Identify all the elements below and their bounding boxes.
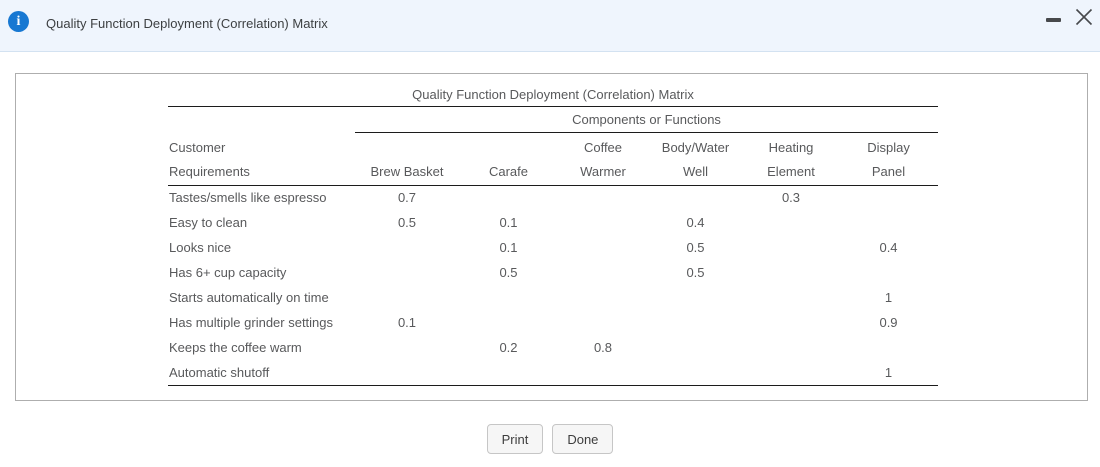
- qfd-matrix-table: Quality Function Deployment (Correlation…: [168, 83, 939, 386]
- matrix-cell: 0.2: [499, 340, 518, 355]
- matrix-cell: 0.9: [879, 315, 898, 330]
- close-icon: [1075, 8, 1093, 26]
- matrix-cell: [459, 310, 558, 335]
- matrix-cell: [648, 335, 743, 360]
- matrix-cell: [558, 310, 648, 335]
- matrix-cell: [558, 260, 648, 285]
- row-label: Keeps the coffee warm: [169, 340, 302, 355]
- matrix-cell: 0.5: [499, 265, 518, 280]
- info-icon-glyph: i: [16, 13, 21, 29]
- matrix-cell: [355, 260, 459, 285]
- matrix-cell: [558, 210, 648, 235]
- matrix-cell: [558, 285, 648, 310]
- matrix-cell: 1: [839, 360, 939, 386]
- matrix-row: Easy to clean 0.5 0.1 0.4: [168, 210, 938, 235]
- matrix-title: Quality Function Deployment (Correlation…: [168, 83, 939, 107]
- matrix-cell: [558, 360, 648, 386]
- done-button[interactable]: Done: [552, 424, 614, 454]
- matrix-row: Looks nice 0.1 0.5 0.4: [168, 235, 938, 260]
- matrix-cell: 0.5: [686, 265, 705, 280]
- matrix-cell: 1: [884, 290, 893, 305]
- matrix-cell: 0.1: [499, 215, 518, 230]
- footer-actions: Print Done: [0, 424, 1100, 454]
- col-header-body-water-well-line1: Body/Water: [661, 140, 730, 155]
- matrix-cell: 0.1: [397, 315, 417, 330]
- close-button[interactable]: [1072, 5, 1096, 29]
- matrix-row: Has 6+ cup capacity 0.5 0.5: [168, 260, 938, 285]
- matrix-cell: 0.4: [686, 215, 705, 230]
- minimize-button[interactable]: [1041, 12, 1065, 28]
- row-header-line2: Requirements: [168, 158, 355, 186]
- matrix-row: Keeps the coffee warm 0.2 0.8: [168, 335, 938, 360]
- matrix-cell: [743, 260, 839, 285]
- matrix-cell: [558, 185, 648, 210]
- row-label: Has 6+ cup capacity: [169, 265, 287, 280]
- col-header-coffee-warmer-line1: Coffee: [583, 140, 623, 155]
- matrix-cell: [558, 235, 648, 260]
- col-header-coffee-warmer: Warmer: [558, 158, 648, 186]
- matrix-cell: [648, 185, 743, 210]
- matrix-cell: [355, 335, 459, 360]
- matrix-cell: [743, 335, 839, 360]
- row-header-line1: Customer: [169, 140, 226, 155]
- matrix-cell: 0.3: [781, 190, 801, 206]
- matrix-cell: 0.1: [499, 240, 518, 255]
- matrix-cell: [743, 310, 839, 335]
- matrix-row: Has multiple grinder settings 0.1 0.9: [168, 310, 938, 335]
- print-button[interactable]: Print: [486, 424, 544, 454]
- matrix-cell: [839, 335, 938, 360]
- col-header-heating-element: Element: [743, 158, 839, 186]
- matrix-cell: [743, 285, 839, 310]
- col-header-brew-basket: Brew Basket: [355, 158, 459, 186]
- matrix-cell: 0.8: [593, 340, 613, 355]
- row-label: Looks nice: [169, 240, 232, 255]
- components-group-header: Components or Functions: [355, 106, 939, 133]
- matrix-cell: [355, 360, 459, 386]
- matrix-cell: 0.5: [686, 240, 705, 255]
- row-label: Easy to clean: [169, 215, 248, 230]
- matrix-cell: [355, 285, 459, 310]
- col-header-display-panel-line1: Display: [867, 140, 910, 155]
- row-label: Starts automatically on time: [169, 290, 329, 305]
- matrix-row: Starts automatically on time 1: [168, 285, 938, 310]
- row-label: Tastes/smells like espresso: [169, 190, 327, 206]
- matrix-cell: [459, 185, 558, 210]
- row-label: Automatic shutoff: [168, 360, 355, 386]
- matrix-cell: 0.4: [879, 240, 898, 255]
- matrix-cell: [839, 210, 938, 235]
- matrix-cell: [743, 210, 839, 235]
- col-header-carafe-line1: [459, 132, 558, 158]
- matrix-cell: [839, 185, 938, 210]
- matrix-row: Tastes/smells like espresso 0.7 0.3: [168, 185, 938, 210]
- row-label: Has multiple grinder settings: [169, 315, 334, 330]
- minimize-icon: [1045, 18, 1061, 22]
- col-header-body-water-well: Well: [648, 158, 743, 186]
- matrix-panel: Quality Function Deployment (Correlation…: [15, 73, 1088, 401]
- matrix-row: Automatic shutoff 1: [168, 360, 939, 386]
- matrix-cell: [355, 235, 459, 260]
- dialog-title: Quality Function Deployment (Correlation…: [46, 16, 328, 31]
- info-icon: i: [8, 11, 29, 32]
- matrix-cell: [648, 360, 743, 386]
- matrix-cell: 0.7: [397, 190, 417, 206]
- matrix-cell: [648, 285, 743, 310]
- dialog-titlebar: i Quality Function Deployment (Correlati…: [0, 0, 1100, 52]
- matrix-cell: [839, 260, 938, 285]
- col-header-carafe: Carafe: [459, 158, 558, 186]
- matrix-cell: [648, 310, 743, 335]
- matrix-cell: 0.5: [397, 215, 417, 230]
- matrix-cell: [459, 360, 558, 386]
- col-header-display-panel: Panel: [839, 158, 939, 186]
- col-header-heating-element-line1: Heating: [768, 140, 814, 155]
- group-header-spacer: [168, 106, 355, 132]
- matrix-cell: [459, 285, 558, 310]
- matrix-cell: [743, 360, 839, 386]
- matrix-cell: [743, 235, 839, 260]
- col-header-brew-basket-line1: [355, 132, 459, 158]
